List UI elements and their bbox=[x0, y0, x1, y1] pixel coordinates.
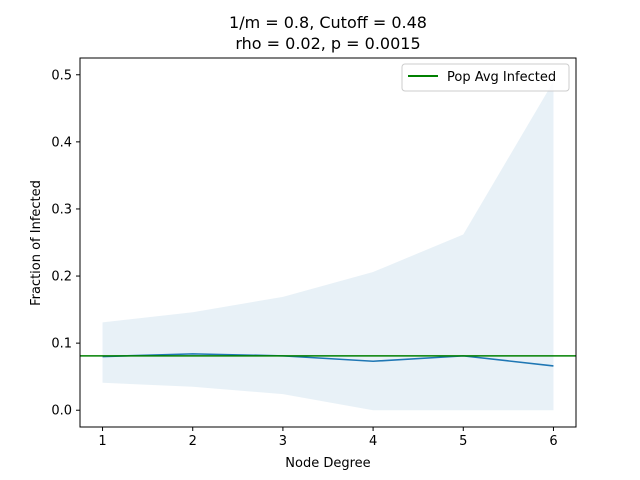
x-tick-label: 5 bbox=[459, 434, 467, 449]
y-tick-label: 0.3 bbox=[51, 202, 72, 217]
y-tick-label: 0.2 bbox=[51, 270, 72, 285]
y-tick-label: 0.0 bbox=[51, 404, 72, 419]
chart-title-line1: 1/m = 0.8, Cutoff = 0.48 bbox=[229, 13, 427, 32]
x-tick-label: 6 bbox=[549, 434, 557, 449]
y-tick-label: 0.1 bbox=[51, 337, 72, 352]
legend-label-pop-avg: Pop Avg Infected bbox=[447, 70, 556, 85]
y-axis-label: Fraction of Infected bbox=[29, 180, 44, 306]
series-0-line bbox=[102, 353, 554, 367]
plot-area bbox=[80, 81, 576, 411]
legend: Pop Avg Infected bbox=[401, 63, 570, 92]
x-tick-label: 1 bbox=[98, 434, 106, 449]
y-tick-label: 0.4 bbox=[51, 135, 72, 150]
plot-frame bbox=[79, 57, 577, 428]
x-tick-label: 3 bbox=[279, 434, 287, 449]
y-tick-label: 0.5 bbox=[51, 68, 72, 83]
chart-title-line2: rho = 0.02, p = 0.0015 bbox=[235, 34, 420, 53]
legend-box bbox=[401, 63, 570, 92]
series-0-band bbox=[102, 81, 554, 411]
x-tick-label: 4 bbox=[369, 434, 377, 449]
x-axis-label: Node Degree bbox=[285, 456, 370, 471]
x-tick-label: 2 bbox=[189, 434, 197, 449]
y-axis: 0.0 0.1 0.2 0.3 0.4 0.5 bbox=[51, 68, 80, 419]
x-axis: 1 2 3 4 5 6 bbox=[98, 427, 558, 449]
